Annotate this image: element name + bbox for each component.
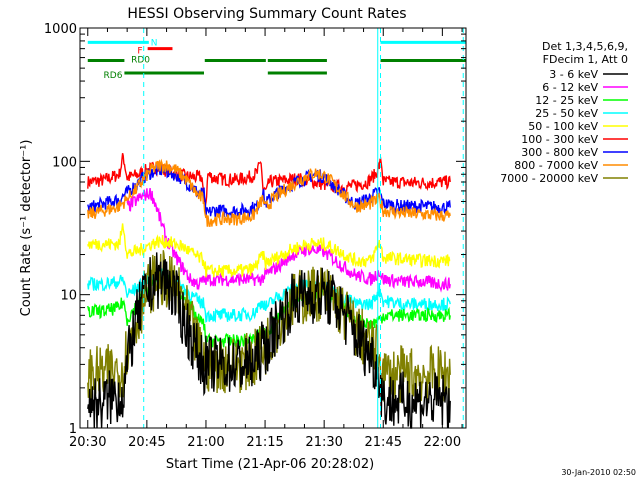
legend-header-line: Det 1,3,4,5,6,9, — [542, 40, 628, 53]
x-tick-label: 21:45 — [365, 435, 402, 450]
series-line-8 — [87, 252, 451, 429]
x-tick-label: 21:15 — [246, 435, 283, 450]
x-tick-label: 21:30 — [305, 435, 342, 450]
x-tick-label: 22:00 — [424, 435, 461, 450]
legend-label: 800 - 7000 keV — [514, 159, 598, 172]
plot-frame — [79, 27, 467, 429]
y-axis-label: Count Rate (s⁻¹ detector⁻¹) — [19, 140, 34, 317]
legend-label: 300 - 800 keV — [521, 146, 598, 159]
x-tick-label: 21:00 — [187, 435, 224, 450]
legend-label: 12 - 25 keV — [535, 94, 598, 107]
legend-label: 25 - 50 keV — [535, 107, 598, 120]
y-tick-label: 1000 — [44, 22, 77, 37]
y-tick-label: 100 — [52, 155, 77, 170]
data-series — [87, 153, 451, 429]
x-tick-label: 20:45 — [128, 435, 165, 450]
legend-label: 100 - 300 keV — [521, 133, 598, 146]
y-axis-ticks: 1 10 100 1000 — [44, 22, 466, 437]
flag-label-rd6: RD6 — [104, 71, 123, 81]
legend-label: 50 - 100 keV — [528, 120, 598, 133]
legend: Det 1,3,4,5,6,9,FDecim 1, Att 0 3 - 6 keV… — [500, 40, 628, 185]
legend-header-line: FDecim 1, Att 0 — [543, 53, 628, 66]
legend-label: 6 - 12 keV — [542, 81, 598, 94]
flag-label-n: N — [151, 39, 158, 49]
timestamp: 30-Jan-2010 02:50 — [561, 468, 636, 477]
y-tick-label: 10 — [60, 289, 77, 304]
series-line-4 — [87, 223, 451, 278]
legend-label: 7000 - 20000 keV — [500, 172, 598, 185]
x-axis-ticks: 20:30 20:45 21:00 21:15 21:30 21:45 22:00 — [69, 28, 463, 450]
x-tick-label: 20:30 — [69, 435, 106, 450]
legend-label: 3 - 6 keV — [549, 68, 598, 81]
series-line-7 — [87, 250, 451, 405]
flag-label-rd0: RD0 — [131, 56, 150, 66]
y-tick-label: 1 — [69, 422, 77, 437]
chart-title: HESSI Observing Summary Count Rates — [127, 6, 406, 22]
series-line-2 — [87, 158, 451, 227]
x-axis-label: Start Time (21-Apr-06 20:28:02) — [166, 457, 374, 472]
flag-label-f: F — [137, 46, 142, 56]
